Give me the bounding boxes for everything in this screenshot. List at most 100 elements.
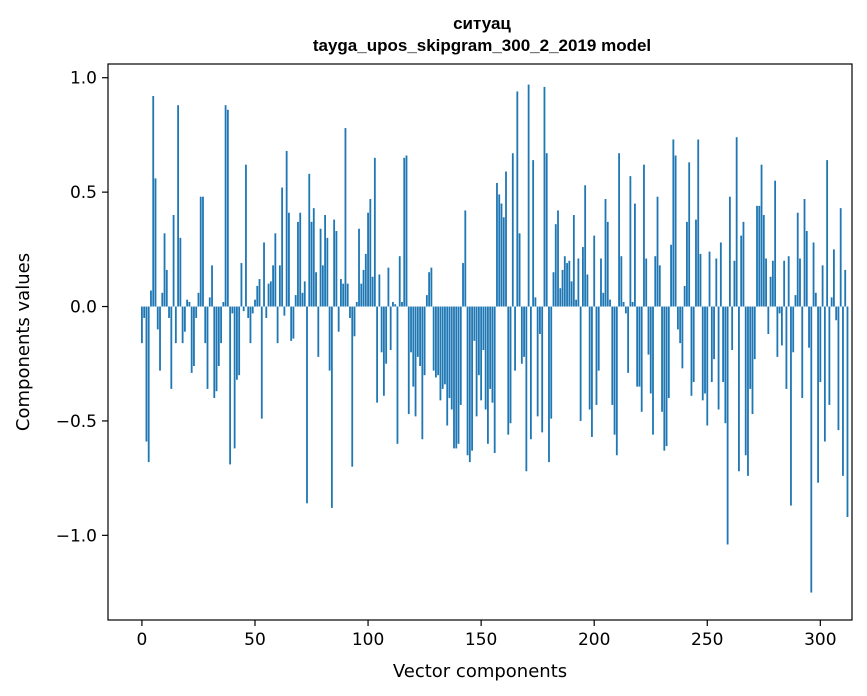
chart-title-line2: tayga_upos_skipgram_300_2_2019 model (313, 36, 651, 55)
bar (258, 279, 261, 307)
y-tick-label: −0.5 (56, 412, 97, 432)
bar (183, 306, 186, 332)
x-tick-label: 200 (578, 630, 610, 650)
bar (496, 182, 498, 307)
bar (405, 155, 408, 307)
bar (688, 162, 691, 307)
bar (774, 180, 777, 307)
bar (602, 292, 605, 307)
bar (231, 306, 234, 314)
bar (505, 171, 507, 307)
bar (188, 301, 191, 307)
bar (455, 306, 458, 449)
bar (141, 306, 143, 344)
bar (803, 199, 806, 307)
bar (525, 306, 528, 472)
bar (351, 306, 354, 467)
bar (762, 215, 765, 307)
bar (584, 185, 587, 307)
bar (394, 304, 397, 307)
bar (554, 224, 557, 307)
bar (328, 306, 331, 371)
bar (591, 306, 593, 437)
bar (364, 253, 367, 307)
bar (575, 299, 578, 307)
bar (518, 233, 521, 307)
bar (701, 306, 704, 401)
bar (679, 306, 682, 344)
bar (776, 306, 779, 357)
bar (751, 306, 754, 415)
bar (333, 219, 336, 307)
bar (769, 276, 772, 307)
bar (482, 306, 485, 350)
bar (570, 281, 573, 307)
bar (168, 306, 170, 318)
bar (579, 306, 582, 421)
bar (640, 306, 643, 412)
bar (837, 306, 840, 431)
bar (593, 235, 596, 307)
bar (697, 139, 700, 307)
bar (448, 306, 451, 399)
bar (143, 306, 146, 318)
bar (346, 283, 349, 307)
bar (502, 217, 505, 307)
bar (634, 203, 636, 307)
bar (441, 306, 444, 389)
bar (790, 306, 792, 506)
bar (297, 221, 299, 307)
bar (222, 301, 225, 307)
bar (708, 251, 711, 307)
bar (595, 306, 598, 405)
bar (315, 272, 317, 307)
x-tick-label: 250 (691, 630, 723, 650)
bar (423, 306, 426, 376)
bar (532, 160, 535, 307)
bar (529, 306, 532, 440)
x-tick-label: 0 (137, 630, 148, 650)
bar (493, 306, 496, 453)
y-axis-ticks: 1.0 0.5 0.0 −0.5 −1.0 (56, 69, 108, 546)
bar (667, 306, 670, 399)
bar (154, 178, 157, 307)
bar (473, 306, 476, 341)
bar (367, 212, 369, 307)
bar (624, 306, 627, 314)
bar (468, 306, 471, 463)
bar (398, 256, 401, 307)
bar (572, 215, 575, 307)
bar (541, 306, 544, 433)
bar (665, 306, 668, 447)
bar (516, 91, 519, 307)
bar (425, 295, 428, 307)
bar (615, 306, 618, 456)
bar (163, 233, 166, 307)
bar (177, 105, 180, 307)
bar (561, 269, 564, 307)
bar (274, 233, 277, 307)
bar (181, 306, 184, 344)
y-tick-label: 1.0 (70, 69, 97, 89)
bar (450, 306, 453, 410)
bar (416, 306, 419, 357)
bar (238, 306, 241, 376)
bar (396, 306, 399, 444)
bar (489, 306, 492, 389)
bar (389, 306, 392, 350)
bar (272, 265, 274, 307)
bar (586, 274, 589, 307)
bar (161, 292, 164, 307)
plot-frame (107, 63, 853, 621)
bar (713, 306, 715, 360)
bar (278, 265, 281, 307)
bar (643, 164, 645, 307)
bar (600, 258, 602, 307)
bar (193, 306, 195, 367)
bar (534, 297, 537, 307)
bar (724, 306, 727, 424)
bar (710, 306, 713, 383)
bar (172, 215, 175, 307)
bar (785, 306, 788, 389)
